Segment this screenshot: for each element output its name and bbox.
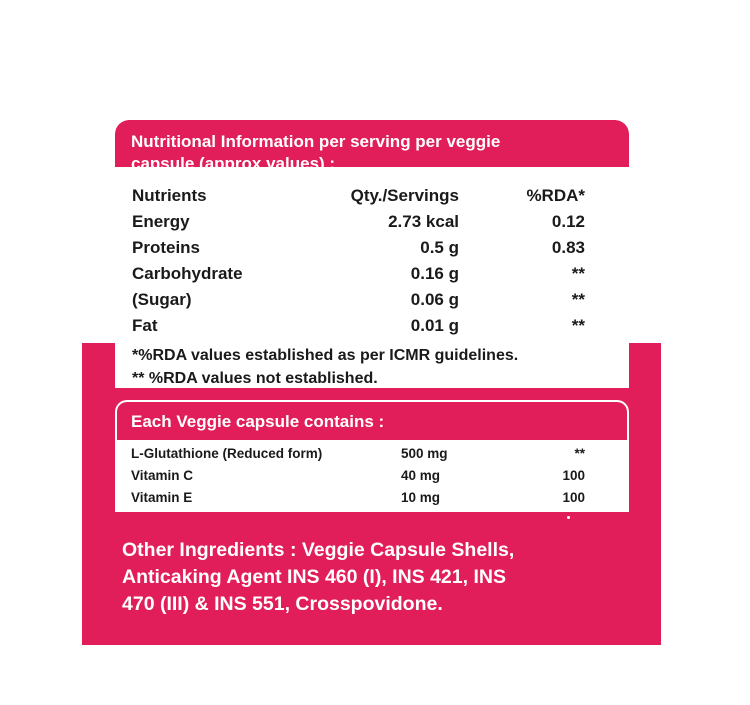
- nutrient-name: Carbohydrate: [132, 264, 243, 283]
- nutrient-name: Energy: [132, 212, 190, 231]
- capsule-row: L-Glutathione (Reduced form) 500 mg **: [115, 446, 629, 466]
- nutrient-rda: **: [571, 290, 585, 309]
- nutrient-qty: 0.16 g: [410, 264, 459, 283]
- column-rda: %RDA*: [526, 186, 585, 205]
- nutrient-rda: **: [571, 316, 585, 335]
- nutrient-qty: 0.06 g: [410, 290, 459, 309]
- other-ingredients-line2: Anticaking Agent INS 460 (I), INS 421, I…: [122, 566, 506, 588]
- nutrient-row: Proteins 0.5 g 0.83: [115, 238, 629, 262]
- capsule-item-qty: 10 mg: [401, 490, 441, 505]
- capsule-item-name: L-Glutathione (Reduced form): [131, 446, 323, 461]
- other-ingredients: Other Ingredients : Veggie Capsule Shell…: [122, 537, 652, 618]
- capsule-item-rda: 100: [562, 468, 585, 483]
- rda-note-not-established: ** %RDA values not established.: [132, 370, 378, 387]
- capsule-item-rda: 100: [562, 490, 585, 505]
- column-nutrients: Nutrients: [132, 186, 207, 205]
- capsule-item-qty: 500 mg: [401, 446, 448, 461]
- other-ingredients-line1: Other Ingredients : Veggie Capsule Shell…: [122, 539, 515, 561]
- nutrient-row: Carbohydrate 0.16 g **: [115, 264, 629, 288]
- nutrient-rda: 0.83: [551, 238, 585, 257]
- nutrition-table: Nutritional Information per serving per …: [115, 120, 629, 388]
- nutrient-qty: 0.01 g: [410, 316, 459, 335]
- nutrient-row: Fat 0.01 g **: [115, 316, 629, 340]
- nutrition-header: Nutritional Information per serving per …: [115, 120, 629, 173]
- nutrient-qty: 0.5 g: [420, 238, 459, 257]
- nutrient-name: (Sugar): [132, 290, 192, 309]
- capsule-item-qty: 40 mg: [401, 468, 441, 483]
- capsule-contents-table: L-Glutathione (Reduced form) 500 mg ** V…: [115, 440, 629, 512]
- nutrition-column-headers: Nutrients Qty./Servings %RDA*: [115, 186, 629, 210]
- nutrient-rda: **: [571, 264, 585, 283]
- column-qty: Qty./Servings: [350, 186, 459, 205]
- nutrient-name: Proteins: [132, 238, 201, 257]
- capsule-row: Vitamin E 10 mg 100: [115, 490, 629, 510]
- capsule-item-name: Vitamin E: [131, 490, 193, 505]
- capsule-contents-title: Each Veggie capsule contains :: [131, 412, 385, 431]
- nutrient-row: (Sugar) 0.06 g **: [115, 290, 629, 314]
- nutrient-row: Energy 2.73 kcal 0.12: [115, 212, 629, 236]
- capsule-contents-header: Each Veggie capsule contains :: [115, 400, 629, 440]
- other-ingredients-line3: 470 (III) & INS 551, Crosspovidone.: [122, 593, 443, 615]
- nutrient-name: Fat: [132, 316, 158, 335]
- capsule-item-rda: **: [574, 446, 585, 461]
- rda-note-icmr: *%RDA values established as per ICMR gui…: [132, 347, 519, 364]
- nutrition-header-line1: Nutritional Information per serving per …: [131, 132, 501, 151]
- nutrition-header-line2: capsule (approx values) :: [131, 154, 336, 173]
- capsule-row: Vitamin C 40 mg 100: [115, 468, 629, 488]
- capsule-item-name: Vitamin C: [131, 468, 194, 483]
- decorative-dot: [567, 516, 570, 519]
- nutrient-qty: 2.73 kcal: [388, 212, 459, 231]
- nutrient-rda: 0.12: [551, 212, 585, 231]
